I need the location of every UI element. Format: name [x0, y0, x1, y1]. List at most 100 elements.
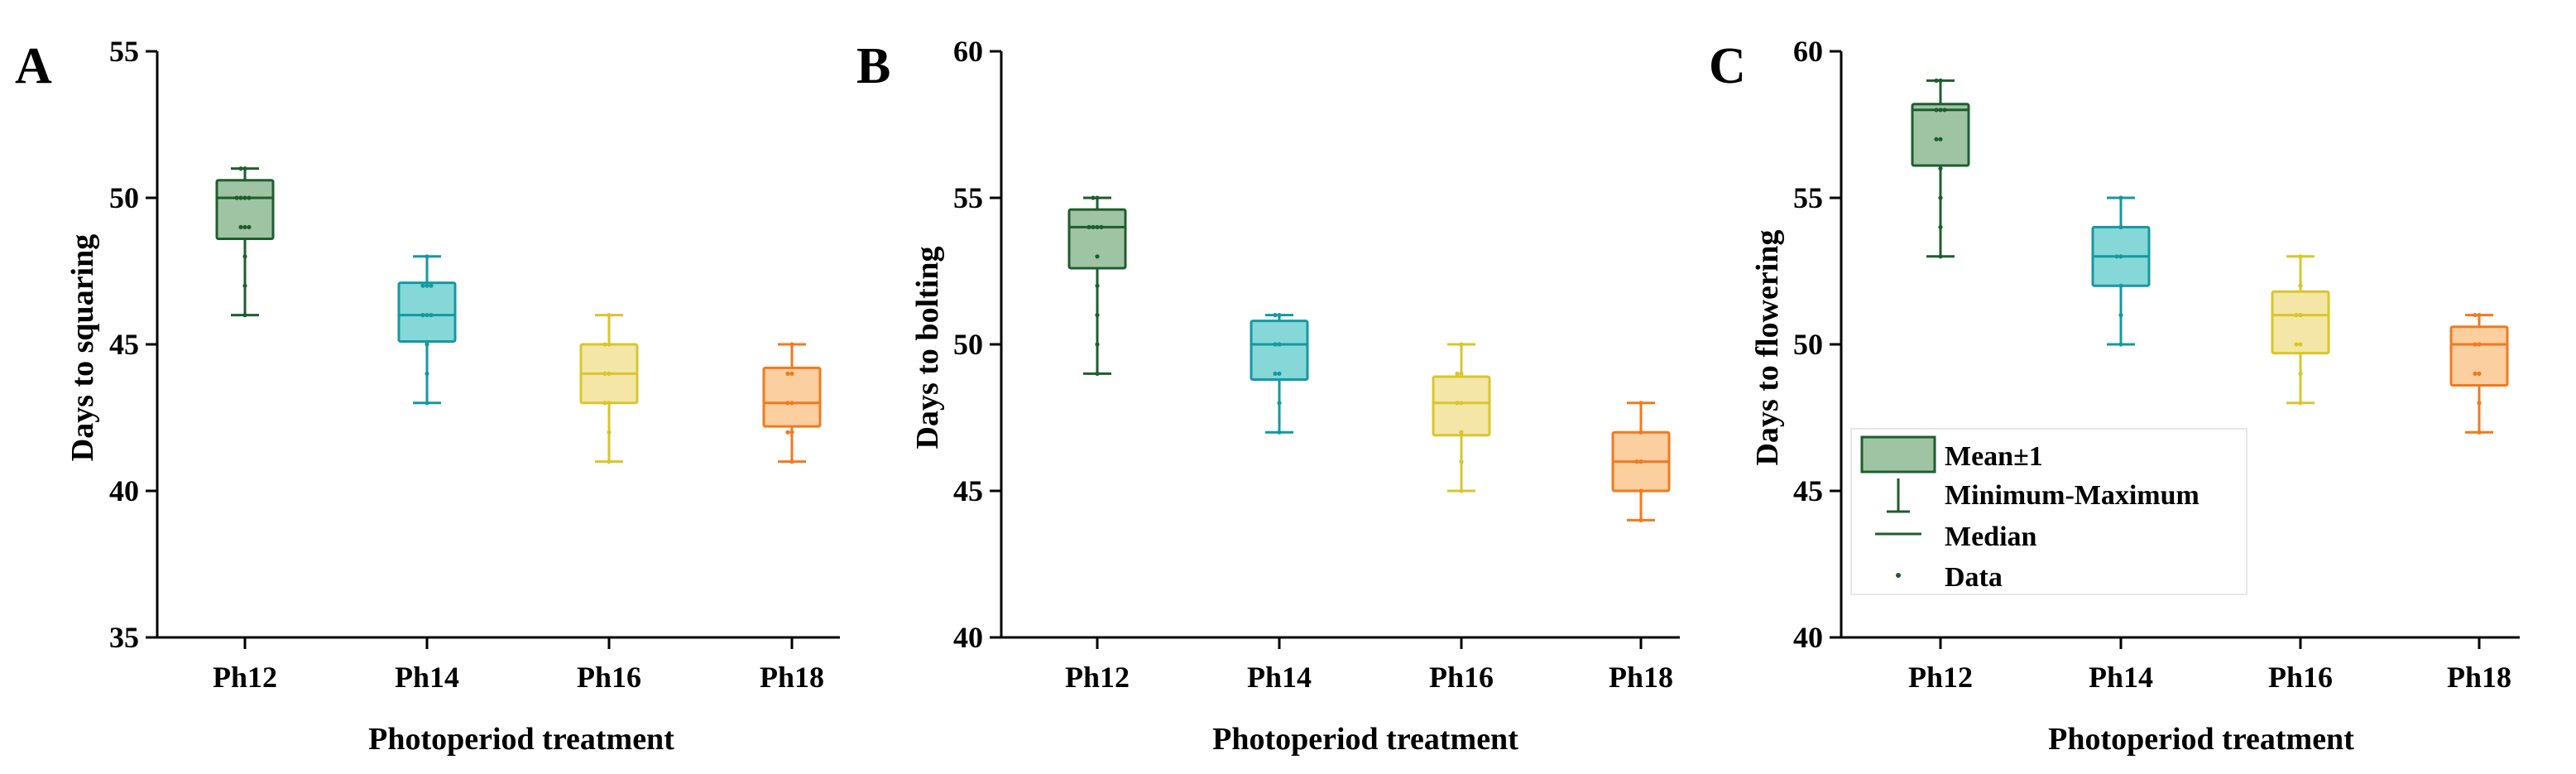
plot-area: 35 40 45 50 55 Ph12 Ph14 Ph16 Ph18: [109, 35, 840, 694]
data-point: [420, 313, 425, 318]
x-tick-label: Ph18: [1609, 661, 1673, 694]
data-point: [2294, 313, 2299, 318]
box-body: [215, 179, 275, 241]
data-point: [2118, 313, 2123, 318]
box-ph14: [2091, 195, 2151, 347]
y-tick-label: 45: [1793, 474, 1823, 507]
data-point: [1095, 371, 1100, 376]
data-point: [420, 283, 425, 288]
y-tick-label: 40: [953, 621, 983, 654]
data-point: [242, 224, 247, 229]
data-point: [602, 371, 607, 376]
box-ph18: [762, 342, 822, 464]
data-point: [425, 401, 429, 406]
panel-label: C: [1709, 38, 1746, 94]
data-point: [1638, 488, 1643, 493]
data-point: [1459, 342, 1464, 347]
y-tick-label: 45: [953, 474, 983, 507]
data-point: [1455, 371, 1460, 376]
data-point: [1638, 430, 1643, 435]
data-point: [242, 254, 247, 259]
data-point: [1277, 401, 1282, 406]
box-body: [1067, 208, 1127, 270]
data-point: [2473, 371, 2478, 376]
x-axis-label: Photoperiod treatment: [368, 722, 674, 757]
data-point: [1095, 195, 1100, 200]
data-point: [1095, 224, 1100, 229]
data-point: [234, 195, 239, 200]
y-tick-label: 50: [953, 328, 983, 361]
y-axis-label: Days to bolting: [910, 247, 945, 449]
data-point: [1938, 78, 1943, 83]
data-point: [789, 430, 794, 435]
data-point: [1273, 371, 1278, 376]
data-point: [602, 401, 607, 406]
box-ph14: [397, 254, 457, 406]
x-tick-label: Ph16: [2268, 661, 2333, 694]
data-point: [1087, 224, 1091, 229]
legend-label-median: Median: [1945, 522, 2037, 552]
box-body: [762, 366, 822, 428]
data-point: [2298, 401, 2303, 406]
data-point: [1938, 254, 1943, 259]
data-point: [607, 459, 612, 464]
data-point: [1942, 108, 1947, 113]
data-point: [1273, 342, 1278, 347]
y-axis-label: Days to squaring: [65, 234, 100, 462]
data-point: [2298, 342, 2303, 347]
data-point: [2298, 254, 2303, 259]
data-point: [2477, 313, 2482, 318]
data-point: [425, 254, 429, 259]
data-point: [607, 342, 612, 347]
y-tick-label: 55: [1793, 181, 1823, 214]
data-point: [1459, 371, 1464, 376]
data-point: [607, 430, 612, 435]
y-tick-label: 45: [109, 328, 139, 361]
data-point: [1459, 430, 1464, 435]
data-point: [247, 195, 252, 200]
data-point: [1095, 254, 1100, 259]
x-tick-label: Ph16: [1429, 661, 1494, 694]
data-point: [2477, 401, 2482, 406]
data-point: [1938, 137, 1943, 142]
box-body: [2449, 325, 2509, 387]
data-point: [1091, 195, 1096, 200]
panel-a: A Days to squaring Photoperiod treatment…: [15, 35, 840, 757]
box-body: [1911, 103, 1970, 167]
data-point: [1277, 371, 1282, 376]
data-point: [1938, 166, 1943, 171]
data-point: [1638, 517, 1643, 523]
data-point: [425, 313, 429, 318]
y-tick-label: 50: [1793, 328, 1823, 361]
x-axis-label: Photoperiod treatment: [1212, 722, 1518, 757]
data-point: [789, 401, 794, 406]
box-ph14: [1250, 313, 1309, 435]
panel-b: B Days to bolting Photoperiod treatment …: [856, 35, 1680, 757]
x-tick-label: Ph12: [1065, 661, 1130, 694]
data-point: [2473, 342, 2478, 347]
data-point: [1638, 459, 1643, 464]
data-point: [238, 166, 243, 171]
panel-label: A: [15, 38, 52, 94]
legend-label-box: Mean±1: [1945, 441, 2043, 472]
data-point: [1938, 195, 1943, 200]
box-ph16: [2271, 254, 2330, 406]
data-point: [785, 371, 790, 376]
data-point: [789, 459, 794, 464]
panel-c: C Days to flowering Photoperiod treatmen…: [1709, 35, 2520, 757]
box-body: [1432, 375, 1491, 437]
legend-box-swatch: [1860, 435, 1936, 474]
data-point: [1095, 283, 1100, 288]
box-ph16: [1432, 342, 1491, 493]
data-point: [2118, 224, 2123, 229]
y-tick-label: 50: [109, 181, 139, 214]
box-ph18: [1611, 401, 1671, 523]
data-point: [789, 342, 794, 347]
data-point: [785, 430, 790, 435]
box-ph16: [579, 313, 639, 464]
data-point: [2298, 283, 2303, 288]
data-point: [1634, 459, 1639, 464]
data-point: [1095, 342, 1100, 347]
data-point: [2294, 342, 2299, 347]
